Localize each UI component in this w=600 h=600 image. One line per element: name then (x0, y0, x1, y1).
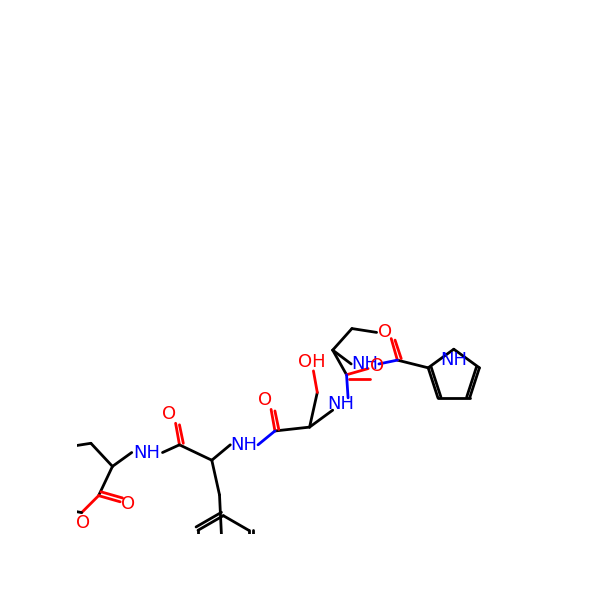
Text: O: O (163, 405, 176, 423)
Text: NH: NH (352, 355, 379, 373)
Text: O: O (258, 391, 272, 409)
Text: NH: NH (134, 443, 161, 461)
Text: NH: NH (327, 395, 354, 413)
Text: OH: OH (298, 353, 326, 371)
Text: NH: NH (440, 351, 467, 369)
Text: O: O (76, 514, 90, 532)
Text: O: O (378, 323, 392, 341)
Text: O: O (370, 356, 385, 374)
Text: O: O (121, 495, 135, 513)
Text: NH: NH (230, 436, 257, 454)
